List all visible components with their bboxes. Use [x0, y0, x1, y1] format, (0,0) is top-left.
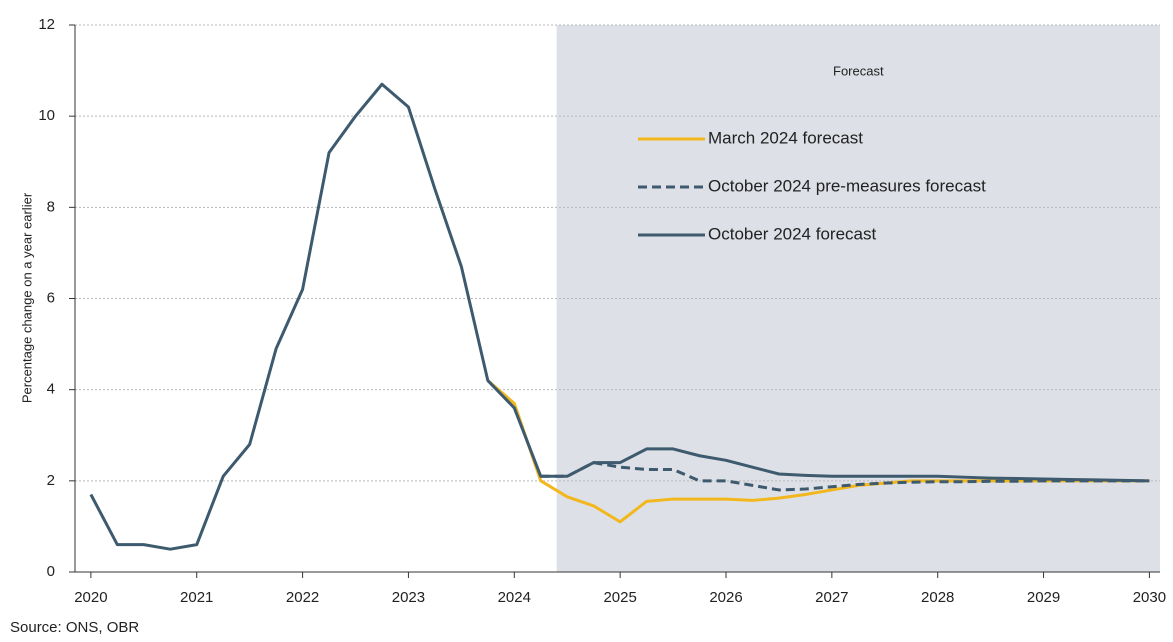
y-tick-label: 2 — [47, 472, 55, 489]
y-tick-label: 12 — [38, 16, 55, 33]
source-note: Source: ONS, OBR — [10, 619, 139, 636]
y-tick-label: 6 — [47, 289, 55, 306]
y-tick-label: 4 — [47, 381, 55, 398]
legend-label: March 2024 forecast — [708, 128, 863, 147]
x-tick-label: 2025 — [603, 589, 636, 606]
x-tick-label: 2022 — [286, 589, 319, 606]
x-tick-label: 2027 — [815, 589, 848, 606]
x-tick-label: 2021 — [180, 589, 213, 606]
y-axis-label: Percentage change on a year earlier — [19, 192, 34, 403]
x-tick-label: 2030 — [1133, 589, 1166, 606]
x-tick-label: 2024 — [498, 589, 531, 606]
legend-label: October 2024 forecast — [708, 224, 876, 243]
forecast-label: Forecast — [833, 63, 884, 78]
x-tick-label: 2028 — [921, 589, 954, 606]
x-tick-label: 2020 — [74, 589, 107, 606]
x-tick-label: 2029 — [1027, 589, 1060, 606]
series-line — [540, 461, 1150, 492]
series-line — [89, 82, 1150, 551]
x-tick-label: 2023 — [392, 589, 425, 606]
legend-label: October 2024 pre-measures forecast — [708, 176, 986, 195]
y-tick-label: 8 — [47, 198, 55, 215]
y-tick-label: 0 — [47, 563, 55, 580]
x-tick-label: 2026 — [709, 589, 742, 606]
y-tick-label: 10 — [38, 107, 55, 124]
